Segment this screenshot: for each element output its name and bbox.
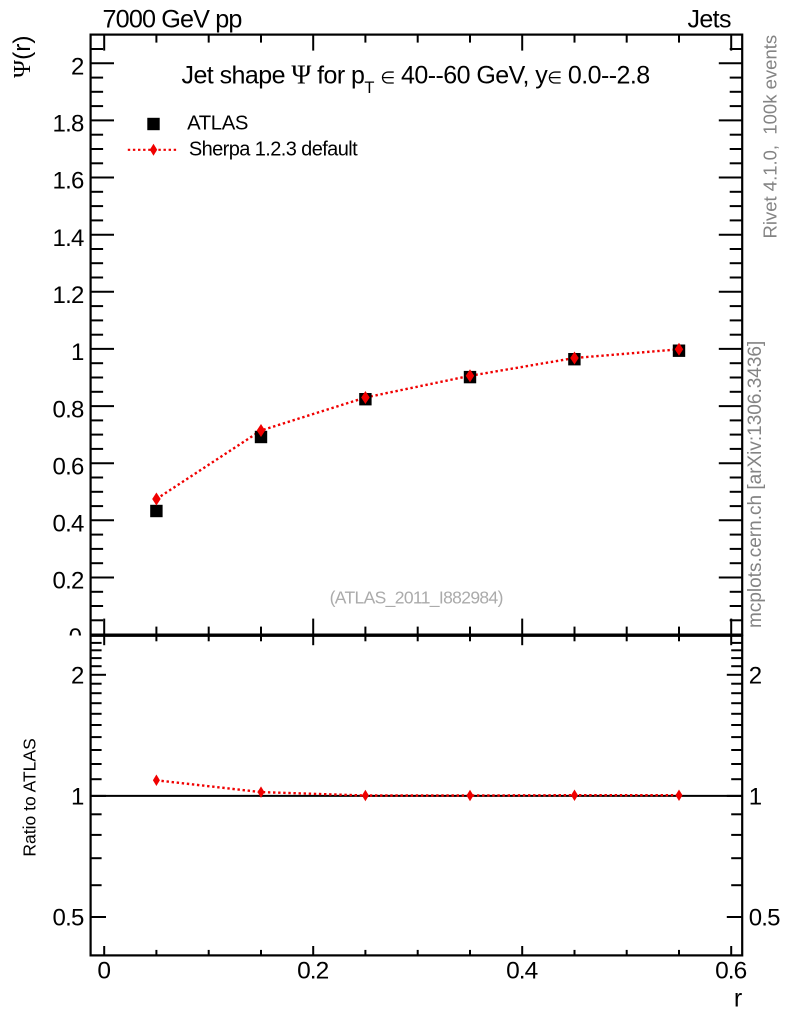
svg-text:0.2: 0.2	[53, 568, 84, 595]
svg-text:0.4: 0.4	[53, 511, 84, 538]
svg-text:ATLAS: ATLAS	[187, 113, 248, 135]
svg-text:1.2: 1.2	[53, 282, 84, 309]
svg-text:1.4: 1.4	[53, 225, 84, 252]
svg-text:0.5: 0.5	[749, 905, 780, 932]
svg-text:0: 0	[97, 958, 110, 985]
svg-text:(ATLAS_2011_I882984): (ATLAS_2011_I882984)	[330, 588, 503, 609]
svg-text:0.6: 0.6	[53, 453, 84, 480]
svg-text:0.6: 0.6	[715, 958, 746, 985]
svg-text:2: 2	[71, 663, 84, 690]
svg-text:1.6: 1.6	[53, 168, 84, 195]
svg-text:Ψ(r): Ψ(r)	[9, 35, 36, 78]
svg-text:1: 1	[71, 784, 84, 811]
svg-text:Ratio to ATLAS: Ratio to ATLAS	[20, 738, 40, 856]
svg-text:Rivet 4.1.0, 100k events: Rivet 4.1.0, 100k events	[760, 35, 781, 239]
svg-text:Jets: Jets	[687, 6, 731, 34]
svg-text:0.4: 0.4	[506, 958, 537, 985]
svg-text:mcplots.cern.ch [arXiv:1306.34: mcplots.cern.ch [arXiv:1306.3436]	[745, 341, 766, 628]
svg-text:Sherpa 1.2.3 default: Sherpa 1.2.3 default	[189, 138, 358, 160]
svg-text:2: 2	[71, 54, 84, 81]
svg-text:0.5: 0.5	[53, 905, 84, 932]
svg-text:1: 1	[71, 339, 84, 366]
svg-text:2: 2	[749, 663, 762, 690]
svg-text:7000 GeV pp: 7000 GeV pp	[103, 6, 242, 34]
svg-text:1.8: 1.8	[53, 111, 84, 138]
svg-text:r: r	[734, 985, 742, 1013]
svg-text:1: 1	[749, 784, 762, 811]
svg-text:0: 0	[69, 624, 82, 651]
svg-text:0.8: 0.8	[53, 396, 84, 423]
svg-text:0.2: 0.2	[297, 958, 328, 985]
